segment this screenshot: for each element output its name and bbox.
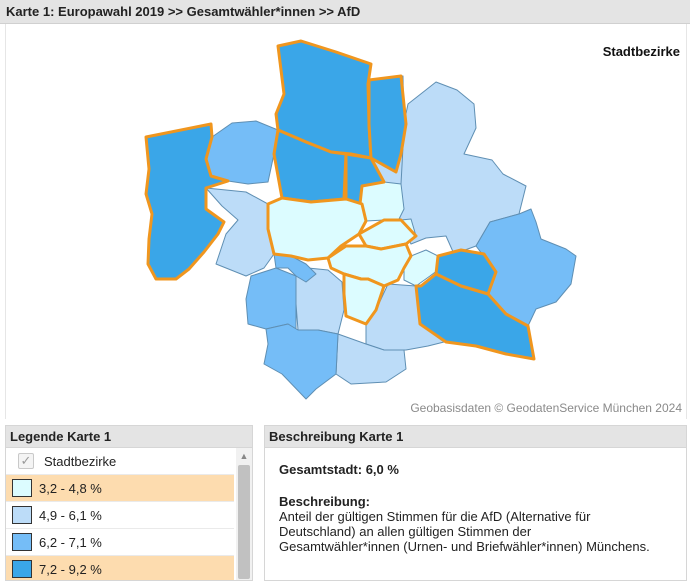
legend-scrollbar[interactable]: ▲ <box>236 448 252 580</box>
legend-class-label: 6,2 - 7,1 % <box>39 534 102 550</box>
district-southeast-highlight[interactable] <box>414 272 536 361</box>
legend-class-row[interactable]: 7,2 - 9,2 % <box>6 556 234 580</box>
description-line: Anteil der gültigen Stimmen für die AfD … <box>279 509 591 524</box>
legend-class-row[interactable]: 3,2 - 4,8 % <box>6 475 234 502</box>
scroll-thumb[interactable] <box>238 465 250 579</box>
legend-title: Legende Karte 1 <box>6 426 252 448</box>
map-title: Karte 1: Europawahl 2019 >> Gesamtwähler… <box>0 0 690 24</box>
description-line: Deutschland) an allen gültigen Stimmen d… <box>279 524 532 539</box>
scroll-up-arrow-icon[interactable]: ▲ <box>239 451 249 461</box>
description-title: Beschreibung Karte 1 <box>265 426 686 448</box>
legend-panel: Legende Karte 1 ✓ Stadtbezirke 3,2 - 4,8… <box>5 425 253 581</box>
description-body: Gesamtstadt: 6,0 % Beschreibung: Anteil … <box>265 448 686 554</box>
description-label: Beschreibung: <box>279 494 371 509</box>
district-northwest[interactable] <box>205 120 279 185</box>
legend-class-row[interactable]: 6,2 - 7,1 % <box>6 529 234 556</box>
layer-title: Stadtbezirke <box>602 44 680 59</box>
legend-class-label: 7,2 - 9,2 % <box>39 561 102 577</box>
legend-swatch <box>12 506 32 524</box>
legend-class-label: 4,9 - 6,1 % <box>39 507 102 523</box>
checkmark-icon[interactable]: ✓ <box>18 453 34 469</box>
district-far-northwest[interactable] <box>144 122 230 281</box>
legend-layer-toggle[interactable]: ✓ Stadtbezirke <box>6 448 234 475</box>
map-panel[interactable]: Stadtbezirke Geobasisdaten © GeodatenSer… <box>5 24 687 419</box>
district-map[interactable] <box>6 24 687 419</box>
district-north-east[interactable] <box>367 74 408 174</box>
district-center-south-highlight[interactable] <box>342 272 386 326</box>
description-line: Gesamtwähler*innen (Urnen- und Briefwähl… <box>279 539 650 554</box>
district-center-north[interactable] <box>359 181 405 222</box>
map-attribution: Geobasisdaten © GeodatenService München … <box>410 401 682 415</box>
legend-layer-label: Stadtbezirke <box>44 453 117 469</box>
legend-swatch <box>12 533 32 551</box>
district-west-middle[interactable] <box>205 187 275 277</box>
description-panel: Beschreibung Karte 1 Gesamtstadt: 6,0 % … <box>264 425 687 581</box>
district-center-east-2[interactable] <box>403 249 447 287</box>
legend-list: ✓ Stadtbezirke 3,2 - 4,8 % 4,9 - 6,1 % 6… <box>6 448 234 580</box>
district-south[interactable] <box>335 333 407 385</box>
district-center-west-highlight[interactable] <box>266 196 368 262</box>
legend-swatch <box>12 560 32 578</box>
legend-class-row[interactable]: 4,9 - 6,1 % <box>6 502 234 529</box>
district-southwest-2[interactable] <box>263 323 339 400</box>
district-south-middle[interactable] <box>295 267 345 335</box>
total-value: Gesamtstadt: 6,0 % <box>279 462 399 477</box>
district-southwest-1[interactable] <box>245 267 297 331</box>
legend-swatch <box>12 479 32 497</box>
legend-class-label: 3,2 - 4,8 % <box>39 480 102 496</box>
